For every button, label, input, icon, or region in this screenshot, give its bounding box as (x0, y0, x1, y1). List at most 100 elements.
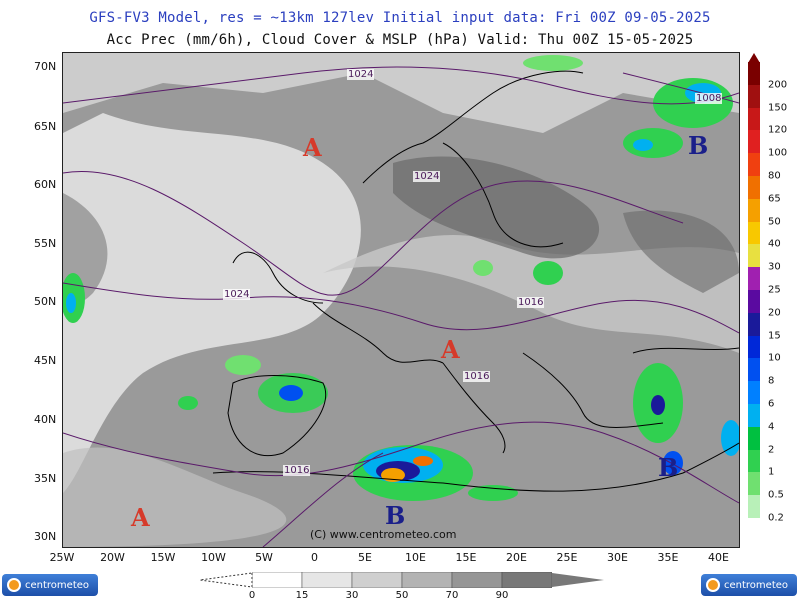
latitude-label: 55N (34, 237, 57, 250)
legend-color-swatch (748, 449, 760, 473)
legend-label: 50 (768, 216, 781, 228)
legend-color-swatch (748, 221, 760, 245)
legend-label: 15 (768, 330, 781, 342)
cloud-cover-swatch (301, 572, 353, 588)
isobar-label: 1024 (223, 289, 251, 300)
legend-color-swatch (748, 335, 760, 359)
legend-label: 150 (768, 102, 788, 114)
legend-label: 2 (768, 444, 775, 456)
isobar-label: 1008 (695, 93, 723, 104)
longitude-label: 10W (201, 551, 226, 564)
longitude-label: 15W (150, 551, 176, 564)
legend-label: 1 (768, 466, 775, 478)
latitude-label: 50N (34, 295, 57, 308)
map-canvas (63, 53, 739, 547)
centrometeo-logo-left[interactable]: centrometeo (2, 574, 98, 596)
legend-label: 10 (768, 352, 781, 364)
cloud-cover-swatch (252, 572, 303, 588)
legend-color-swatch (748, 404, 760, 428)
legend-top-arrow (748, 53, 760, 63)
longitude-label: 30E (607, 551, 628, 564)
legend-label: 0.5 (768, 489, 784, 501)
model-title: GFS-FV3 Model, res = ~13km 127lev Initia… (89, 10, 711, 26)
low-pressure-marker: B (658, 453, 679, 482)
logo-text: centrometeo (724, 579, 789, 591)
longitude-label: 0 (311, 551, 318, 564)
cloud-cover-swatch (401, 572, 453, 588)
legend-label: 0.2 (768, 512, 784, 524)
isobar-label: 1016 (283, 465, 311, 476)
precip-legend (748, 62, 760, 519)
legend-label: 100 (768, 147, 788, 159)
legend-label: 6 (768, 398, 775, 410)
latitude-label: 30N (34, 530, 57, 543)
latitude-label: 60N (34, 178, 57, 191)
longitude-label: 10E (405, 551, 426, 564)
latitude-label: 65N (34, 120, 57, 133)
colorbar-right-arrow (552, 573, 604, 587)
legend-color-swatch (748, 290, 760, 314)
cloud-cover-tick: 50 (395, 590, 409, 601)
legend-color-swatch (748, 267, 760, 291)
longitude-label: 25W (49, 551, 75, 564)
latitude-label: 45N (34, 354, 57, 367)
centrometeo-logo-right[interactable]: centrometeo (701, 574, 797, 596)
longitude-label: 15E (455, 551, 477, 564)
low-pressure-marker: B (688, 131, 709, 160)
longitude-label: 40E (708, 551, 729, 564)
high-pressure-marker: A (441, 335, 460, 364)
isobar-label: 1024 (347, 69, 375, 80)
legend-color-swatch (748, 130, 760, 154)
cloud-cover-tick: 15 (295, 590, 309, 601)
cloud-cover-swatch (501, 572, 552, 588)
cloud-cover-tick: 90 (495, 590, 509, 601)
legend-color-swatch (748, 84, 760, 109)
longitude-label: 25E (556, 551, 578, 564)
legend-label: 200 (768, 79, 788, 91)
isobar-label: 1016 (517, 297, 545, 308)
isobars (63, 66, 739, 547)
longitude-label: 35E (657, 551, 679, 564)
legend-label: 8 (768, 375, 775, 387)
cloud-cover-tick: 0 (248, 590, 256, 601)
legend-color-swatch (748, 176, 760, 200)
legend-label: 120 (768, 124, 788, 136)
high-pressure-marker: A (303, 133, 322, 162)
copyright-text: (C) www.centrometeo.com (310, 528, 457, 541)
legend-label: 4 (768, 421, 775, 433)
logo-text: centrometeo (25, 579, 90, 591)
longitude-label: 5E (358, 551, 372, 564)
legend-color-swatch (748, 62, 760, 86)
cloud-cover-swatch (451, 572, 503, 588)
low-pressure-marker: B (385, 501, 406, 530)
latitude-label: 35N (34, 472, 57, 485)
chart-subtitle: Acc Prec (mm/6h), Cloud Cover & MSLP (hP… (106, 32, 694, 48)
legend-label: 20 (768, 307, 781, 319)
latitude-label: 70N (34, 60, 57, 73)
legend-label: 25 (768, 284, 781, 296)
cloud-cover-swatch (351, 572, 403, 588)
logo-icon (706, 578, 720, 592)
legend-color-swatch (748, 198, 760, 223)
longitude-label: 20E (506, 551, 527, 564)
legend-color-swatch (748, 426, 760, 451)
longitude-label: 5W (255, 551, 273, 564)
legend-color-swatch (748, 107, 760, 131)
legend-color-swatch (748, 472, 760, 496)
isobar-label: 1024 (413, 171, 441, 182)
legend-label: 80 (768, 170, 781, 182)
legend-label: 40 (768, 238, 781, 250)
cloud-cover-tick: 30 (345, 590, 359, 601)
high-pressure-marker: A (131, 503, 150, 532)
legend-color-swatch (748, 381, 760, 405)
colorbar-left-arrow (199, 572, 253, 588)
legend-color-swatch (748, 153, 760, 177)
legend-label: 65 (768, 193, 781, 205)
cloud-cover-tick: 70 (445, 590, 459, 601)
legend-color-swatch (748, 495, 760, 519)
legend-color-swatch (748, 244, 760, 268)
legend-color-swatch (748, 358, 760, 382)
cloud-cover-colorbar (252, 572, 552, 588)
weather-map: A A A B B B 1024 1024 1024 1016 1016 101… (62, 52, 740, 548)
legend-label: 30 (768, 261, 781, 273)
